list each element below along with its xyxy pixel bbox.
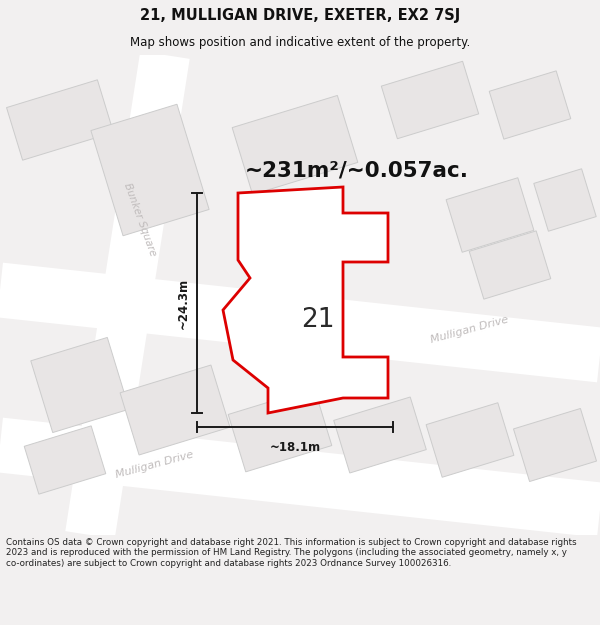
Polygon shape <box>0 262 600 382</box>
Text: 21, MULLIGAN DRIVE, EXETER, EX2 7SJ: 21, MULLIGAN DRIVE, EXETER, EX2 7SJ <box>140 8 460 23</box>
Polygon shape <box>228 388 332 472</box>
Polygon shape <box>334 397 426 473</box>
Text: Bunker Square: Bunker Square <box>122 182 158 258</box>
Polygon shape <box>91 104 209 236</box>
Polygon shape <box>426 402 514 478</box>
Polygon shape <box>469 231 551 299</box>
Polygon shape <box>120 365 230 455</box>
Polygon shape <box>7 80 113 160</box>
Text: Mulligan Drive: Mulligan Drive <box>115 450 195 480</box>
Polygon shape <box>446 177 534 252</box>
Polygon shape <box>24 426 106 494</box>
Polygon shape <box>489 71 571 139</box>
Polygon shape <box>232 96 358 194</box>
Polygon shape <box>223 187 388 413</box>
Text: ~231m²/~0.057ac.: ~231m²/~0.057ac. <box>245 160 469 180</box>
Text: ~24.3m: ~24.3m <box>176 278 190 329</box>
Polygon shape <box>65 51 190 539</box>
Text: 21: 21 <box>301 307 335 333</box>
Text: Map shows position and indicative extent of the property.: Map shows position and indicative extent… <box>130 36 470 49</box>
Polygon shape <box>0 418 600 538</box>
Polygon shape <box>514 409 596 481</box>
Polygon shape <box>534 169 596 231</box>
Polygon shape <box>31 338 129 432</box>
Polygon shape <box>382 61 479 139</box>
Text: Contains OS data © Crown copyright and database right 2021. This information is : Contains OS data © Crown copyright and d… <box>6 538 577 568</box>
Text: ~18.1m: ~18.1m <box>269 441 320 454</box>
Text: Mulligan Drive: Mulligan Drive <box>430 315 510 345</box>
